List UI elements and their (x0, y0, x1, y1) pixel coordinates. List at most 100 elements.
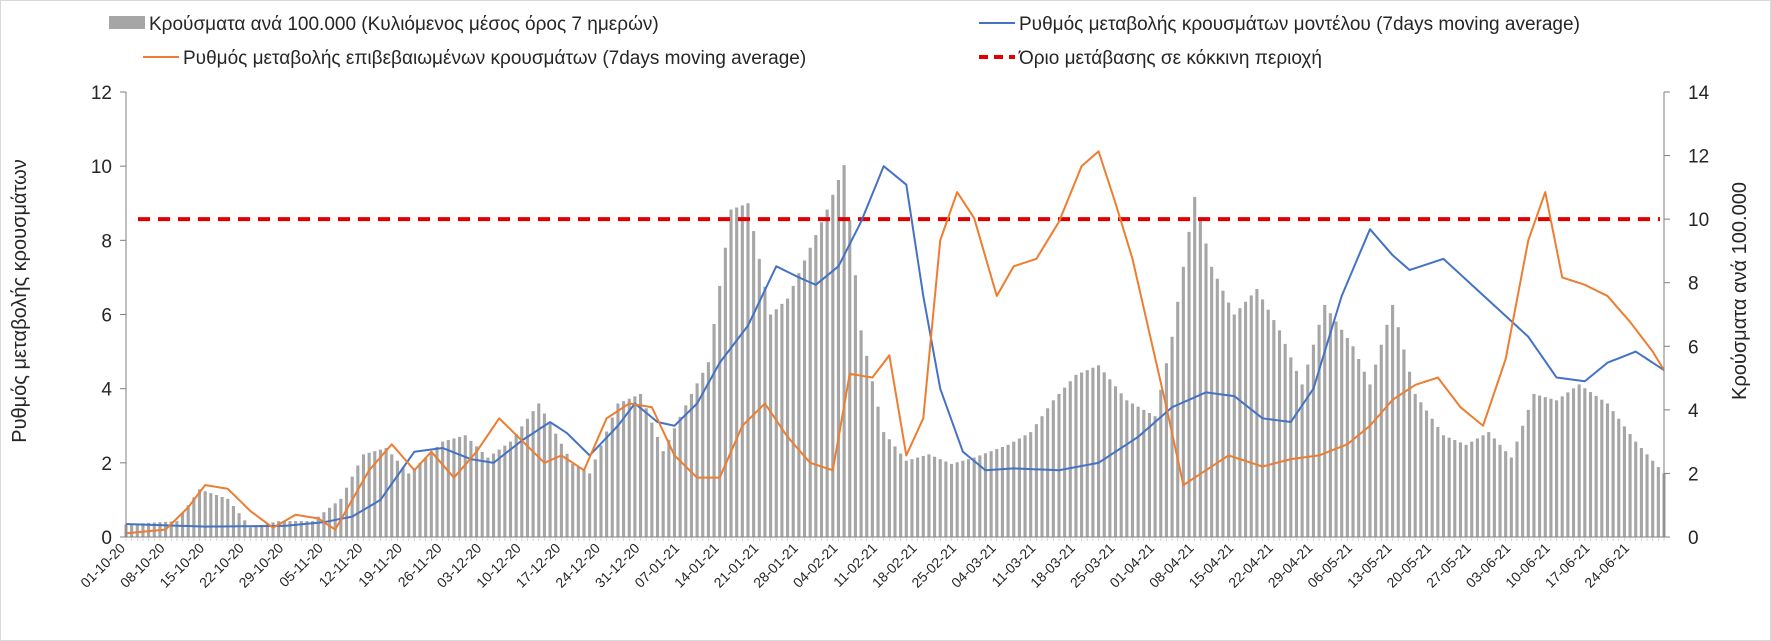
bar (1594, 395, 1598, 537)
bar (757, 258, 761, 538)
bar (1006, 444, 1010, 537)
bar (1000, 446, 1004, 537)
bar (1198, 220, 1202, 537)
bar (1125, 400, 1129, 537)
bar (429, 452, 433, 537)
bar (746, 203, 750, 537)
bar (356, 465, 360, 537)
bar (978, 455, 982, 537)
bar (944, 461, 948, 537)
bar (1119, 393, 1123, 537)
bar (1012, 441, 1016, 537)
bar (667, 439, 671, 537)
bar (1289, 357, 1293, 537)
bar (955, 462, 959, 537)
bar (802, 260, 807, 537)
bar (441, 441, 445, 537)
bar (633, 396, 637, 537)
bar (706, 362, 710, 537)
bar (1136, 406, 1140, 537)
bar (729, 209, 733, 538)
bar (1447, 437, 1451, 537)
bar (972, 457, 976, 537)
bar (639, 393, 643, 537)
bar (1430, 418, 1434, 537)
bar (1227, 302, 1231, 537)
bar (1515, 441, 1519, 537)
bar (859, 330, 863, 537)
bar (1605, 403, 1610, 537)
bar (1215, 278, 1219, 537)
bar (893, 446, 897, 537)
bar (819, 222, 824, 537)
bar (231, 506, 235, 537)
bar (1277, 330, 1282, 537)
bar (1458, 442, 1462, 537)
bar (248, 527, 252, 537)
bar (1357, 359, 1361, 537)
bar (1566, 392, 1570, 538)
lines-layer (125, 150, 1665, 535)
bar (808, 247, 812, 537)
bar (1492, 438, 1496, 537)
bar (599, 445, 603, 537)
bar (175, 521, 179, 537)
bar (718, 285, 722, 537)
bar (226, 498, 230, 537)
bar (514, 434, 518, 537)
bar (774, 309, 778, 537)
bar (989, 451, 993, 537)
bar (435, 446, 439, 537)
bar (678, 416, 682, 537)
bar (870, 381, 874, 537)
bar (1029, 432, 1033, 537)
bar (305, 521, 309, 537)
bar (1441, 435, 1446, 537)
bar (1017, 438, 1021, 537)
bar (1413, 393, 1417, 537)
bar (1187, 231, 1191, 538)
bar (1057, 393, 1061, 537)
bar (452, 438, 456, 537)
bar (1379, 344, 1383, 537)
bar (1153, 416, 1157, 537)
bar (203, 491, 207, 537)
bar (825, 209, 829, 538)
bar (418, 462, 422, 537)
legend-label: Όριο μετάβασης σε κόκκινη περιοχή (1018, 48, 1322, 69)
bar (186, 505, 190, 537)
bar (316, 516, 320, 537)
bar (1113, 386, 1118, 537)
bar (214, 495, 219, 537)
bar (531, 411, 535, 537)
bar (661, 451, 665, 537)
bar (797, 273, 801, 537)
bar (1549, 398, 1553, 537)
bar (1487, 432, 1491, 537)
bar (938, 459, 942, 538)
bar (1419, 402, 1423, 537)
bar (1408, 371, 1412, 537)
bar (503, 445, 507, 537)
bar (197, 489, 202, 537)
bar (424, 457, 428, 537)
bar (684, 405, 688, 537)
bar (1509, 457, 1513, 537)
bar (1147, 413, 1151, 537)
bar (836, 179, 841, 537)
bar (361, 454, 366, 537)
bar (1571, 388, 1576, 537)
bar (1340, 329, 1344, 537)
bar (1040, 416, 1044, 537)
bar (497, 449, 501, 537)
bar (1402, 349, 1406, 537)
bar (916, 457, 920, 537)
bar (1051, 400, 1055, 537)
bar (1368, 384, 1372, 537)
bar (542, 413, 546, 537)
series-line-2 (125, 150, 1665, 535)
bar (1249, 295, 1253, 537)
bar (627, 398, 631, 537)
bar (1351, 346, 1355, 537)
bar (412, 468, 416, 537)
